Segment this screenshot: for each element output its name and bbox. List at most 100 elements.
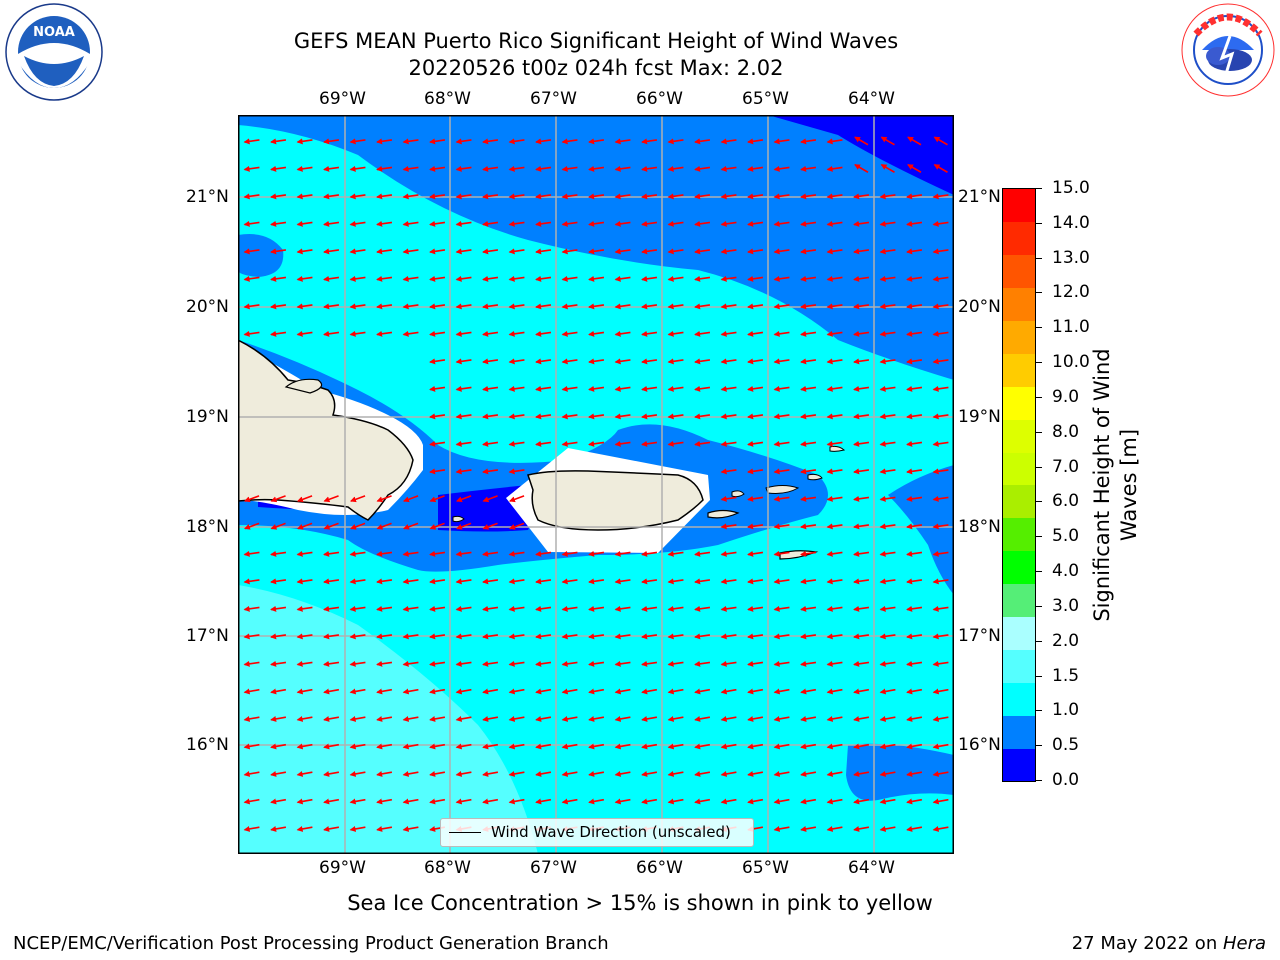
wind-wave-arrow [376, 220, 393, 227]
colorbar-tick-label: 8.0 [1052, 421, 1080, 442]
wind-wave-arrow [243, 138, 260, 145]
wind-wave-arrow [773, 715, 790, 722]
wind-wave-arrow [932, 303, 949, 310]
wind-wave-arrow [932, 248, 949, 255]
wind-wave-arrow [402, 798, 419, 805]
wind-wave-arrow [402, 688, 419, 695]
wind-wave-arrow [826, 688, 843, 695]
wind-wave-arrow [402, 275, 419, 282]
wind-wave-arrow [826, 275, 843, 282]
wind-wave-arrow [906, 275, 923, 282]
wind-wave-arrow [376, 660, 393, 667]
wind-wave-arrow [429, 385, 446, 392]
wind-wave-arrow [561, 715, 578, 722]
wind-wave-arrow [323, 770, 340, 777]
wind-wave-arrow [773, 660, 790, 667]
wind-wave-arrow [932, 825, 949, 832]
wind-wave-arrow [826, 660, 843, 667]
colorbar-tick-mark [1036, 571, 1042, 573]
wind-wave-arrow [932, 413, 949, 420]
wind-wave-arrow [455, 770, 472, 777]
wind-wave-arrow [720, 770, 737, 777]
footer-date: 27 May 2022 on [1071, 933, 1223, 954]
wind-wave-arrow [243, 550, 260, 557]
wind-wave-arrow [773, 248, 790, 255]
wind-wave-arrow [694, 385, 711, 392]
wind-wave-arrow [906, 413, 923, 420]
wind-wave-arrow [747, 715, 764, 722]
wind-wave-arrow [588, 358, 605, 365]
wind-wave-arrow [482, 385, 499, 392]
wind-wave-arrow [614, 220, 631, 227]
wind-wave-arrow [800, 275, 817, 282]
wind-wave-arrow [296, 660, 313, 667]
wind-wave-arrow [349, 743, 366, 750]
wind-wave-arrow [508, 138, 525, 145]
wind-wave-arrow [243, 275, 260, 282]
contour-0.5-1.0 [238, 115, 954, 380]
wind-wave-arrow [853, 605, 870, 612]
wind-wave-arrow [773, 138, 790, 145]
wind-wave-arrow [932, 633, 949, 640]
contour-1.5-2.0 [238, 585, 538, 854]
wind-wave-arrow [535, 248, 552, 255]
wind-wave-arrow [614, 138, 631, 145]
wind-wave-arrow [879, 798, 896, 805]
wind-wave-arrow [641, 358, 658, 365]
wind-wave-arrow [879, 550, 896, 557]
wind-wave-arrow [349, 165, 366, 172]
wind-wave-arrow [482, 578, 499, 585]
wind-wave-arrow [906, 798, 923, 805]
wind-wave-arrow [906, 770, 923, 777]
wind-wave-arrow [853, 495, 870, 502]
wind-wave-arrow [879, 385, 896, 392]
wind-wave-arrow [376, 138, 393, 145]
colorbar-tick-mark [1036, 327, 1042, 329]
wind-wave-arrow [879, 248, 896, 255]
wind-wave-arrow [747, 303, 764, 310]
wind-wave-arrow [243, 715, 260, 722]
wind-wave-arrow [508, 798, 525, 805]
wind-wave-arrow [482, 275, 499, 282]
wind-wave-arrow [482, 633, 499, 640]
wind-wave-arrow [296, 743, 313, 750]
wind-wave-arrow [773, 523, 790, 530]
wind-wave-arrow [932, 275, 949, 282]
wind-wave-arrow [614, 275, 631, 282]
wind-wave-arrow [826, 770, 843, 777]
wind-wave-arrow [376, 688, 393, 695]
wind-wave-arrow [296, 165, 313, 172]
wind-wave-arrow [455, 303, 472, 310]
wind-wave-arrow [614, 303, 631, 310]
wind-wave-arrow [429, 468, 446, 475]
colorbar-tick-label: 1.0 [1052, 700, 1080, 721]
wind-wave-arrow [455, 220, 472, 227]
wind-wave-arrow [720, 165, 737, 172]
wind-wave-arrow [561, 303, 578, 310]
wind-wave-arrow [561, 138, 578, 145]
chart-title-line2: 20220526 t00z 024h fcst Max: 2.02 [408, 56, 784, 80]
wind-wave-arrow [561, 193, 578, 200]
wind-wave-arrow [906, 688, 923, 695]
wind-wave-arrow [588, 688, 605, 695]
wind-wave-arrow [243, 248, 260, 255]
wind-wave-arrow [667, 385, 684, 392]
wind-wave-arrow [535, 605, 552, 612]
wind-wave-arrow [933, 164, 948, 173]
wind-wave-arrow [455, 660, 472, 667]
wind-wave-arrow [667, 688, 684, 695]
wind-wave-arrow [641, 550, 658, 557]
wind-wave-arrow [667, 550, 684, 557]
wind-wave-arrow [667, 578, 684, 585]
wind-wave-arrow [641, 193, 658, 200]
wind-wave-arrow [349, 193, 366, 200]
wind-wave-arrow [323, 193, 340, 200]
wind-wave-arrow [747, 688, 764, 695]
wind-wave-arrow [932, 798, 949, 805]
wind-wave-arrow [720, 193, 737, 200]
wind-wave-arrow [879, 770, 896, 777]
wind-wave-arrow [455, 605, 472, 612]
wind-wave-arrow [800, 495, 817, 502]
wind-wave-arrow [243, 220, 260, 227]
wind-wave-arrow [535, 660, 552, 667]
